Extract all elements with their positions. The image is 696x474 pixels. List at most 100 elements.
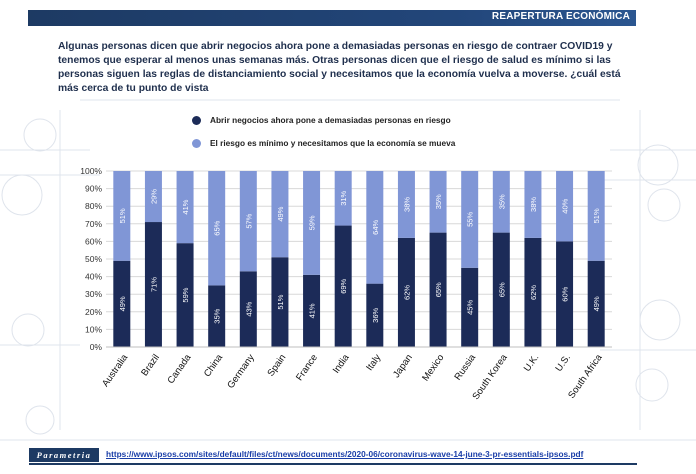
x-category-label: Spain bbox=[265, 352, 288, 378]
bar-economy bbox=[587, 171, 605, 261]
x-category-label: Germany bbox=[225, 352, 257, 391]
legend-label-economy: El riesgo es mínimo y necesitamos que la… bbox=[210, 138, 456, 148]
bar-economy bbox=[113, 171, 131, 261]
x-category-label: India bbox=[331, 352, 352, 376]
data-label-risk: 49% bbox=[592, 296, 601, 311]
bar-economy bbox=[556, 171, 574, 242]
x-category-label: Mexico bbox=[420, 352, 446, 383]
banner-label: REAPERTURA ECONÓMICA bbox=[491, 11, 630, 22]
y-tick-label: 50% bbox=[85, 254, 102, 264]
y-tick-label: 20% bbox=[85, 307, 102, 317]
legend-item-economy: El riesgo es mínimo y necesitamos que la… bbox=[192, 137, 455, 149]
y-tick-label: 70% bbox=[85, 219, 102, 229]
data-label-risk: 69% bbox=[339, 278, 348, 293]
data-label-risk: 35% bbox=[213, 308, 222, 323]
bar-risk bbox=[366, 283, 384, 347]
bar-economy bbox=[271, 171, 289, 258]
data-label-economy: 51% bbox=[592, 208, 601, 223]
parametria-logo: Parametria bbox=[29, 448, 99, 462]
bar-risk bbox=[556, 241, 574, 347]
data-label-economy: 55% bbox=[466, 212, 475, 227]
data-label-risk: 71% bbox=[149, 277, 158, 292]
bar-risk bbox=[397, 237, 415, 347]
x-category-label: France bbox=[294, 352, 320, 383]
data-label-economy: 51% bbox=[118, 208, 127, 223]
data-label-risk: 49% bbox=[118, 296, 127, 311]
bar-economy bbox=[303, 171, 321, 275]
legend-swatch-risk bbox=[192, 115, 201, 125]
data-label-risk: 65% bbox=[434, 282, 443, 297]
bar-economy bbox=[144, 171, 162, 223]
y-tick-label: 100% bbox=[80, 166, 102, 176]
bar-economy bbox=[208, 171, 226, 286]
x-category-label: Australia bbox=[100, 352, 131, 389]
data-label-risk: 51% bbox=[276, 294, 285, 309]
y-tick-label: 90% bbox=[85, 184, 102, 194]
y-tick-label: 80% bbox=[85, 201, 102, 211]
data-label-economy: 49% bbox=[276, 206, 285, 221]
y-tick-label: 10% bbox=[85, 324, 102, 334]
bar-risk bbox=[239, 271, 257, 347]
bar-risk bbox=[587, 260, 605, 347]
bar-risk bbox=[492, 232, 510, 347]
x-category-label: U.K. bbox=[522, 352, 542, 373]
bar-risk bbox=[524, 237, 542, 347]
bar-risk bbox=[271, 257, 289, 347]
data-label-economy: 40% bbox=[561, 198, 570, 213]
bar-risk bbox=[429, 232, 447, 347]
bar-risk bbox=[461, 267, 479, 347]
data-label-economy: 35% bbox=[497, 194, 506, 209]
data-label-economy: 65% bbox=[213, 220, 222, 235]
footer-divider bbox=[29, 463, 637, 465]
x-category-label: Japan bbox=[391, 352, 415, 380]
data-label-risk: 62% bbox=[402, 285, 411, 300]
data-label-economy: 29% bbox=[149, 189, 158, 204]
data-label-economy: 64% bbox=[371, 219, 380, 234]
x-category-label: Italy bbox=[364, 352, 383, 373]
bar-economy bbox=[334, 171, 352, 226]
chart-legend: Abrir negocios ahora pone a demasiadas p… bbox=[192, 114, 455, 160]
data-label-risk: 45% bbox=[466, 300, 475, 315]
data-label-economy: 41% bbox=[181, 199, 190, 214]
top-banner: REAPERTURA ECONÓMICA bbox=[28, 10, 636, 26]
legend-item-risk: Abrir negocios ahora pone a demasiadas p… bbox=[192, 114, 455, 126]
data-label-economy: 57% bbox=[244, 213, 253, 228]
bar-economy bbox=[366, 171, 384, 284]
data-label-risk: 60% bbox=[561, 286, 570, 301]
data-label-risk: 41% bbox=[308, 303, 317, 318]
data-label-economy: 35% bbox=[434, 194, 443, 209]
bar-risk bbox=[113, 260, 131, 347]
x-category-label: Canada bbox=[165, 352, 194, 386]
x-category-label: U.S. bbox=[553, 352, 573, 373]
y-tick-label: 40% bbox=[85, 272, 102, 282]
bar-economy bbox=[176, 171, 194, 244]
bar-risk bbox=[176, 243, 194, 347]
legend-swatch-economy bbox=[192, 138, 201, 148]
source-link[interactable]: https://www.ipsos.com/sites/default/file… bbox=[106, 449, 584, 459]
data-label-economy: 59% bbox=[308, 215, 317, 230]
bar-economy bbox=[492, 171, 510, 233]
data-label-risk: 65% bbox=[497, 282, 506, 297]
data-label-risk: 59% bbox=[181, 287, 190, 302]
bar-economy bbox=[397, 171, 415, 238]
bar-economy bbox=[429, 171, 447, 233]
bar-risk bbox=[334, 225, 352, 347]
data-label-economy: 31% bbox=[339, 190, 348, 205]
legend-label-risk: Abrir negocios ahora pone a demasiadas p… bbox=[210, 115, 451, 125]
y-tick-label: 30% bbox=[85, 289, 102, 299]
bar-risk bbox=[208, 285, 226, 347]
data-label-economy: 38% bbox=[529, 197, 538, 212]
x-category-label: Brazil bbox=[139, 352, 162, 378]
y-tick-label: 60% bbox=[85, 236, 102, 246]
bar-risk bbox=[303, 274, 321, 347]
bar-economy bbox=[239, 171, 257, 272]
x-category-label: China bbox=[202, 352, 226, 379]
bar-economy bbox=[461, 171, 479, 268]
data-label-economy: 38% bbox=[402, 197, 411, 212]
x-category-label: Russia bbox=[452, 352, 478, 383]
bar-risk bbox=[144, 222, 162, 347]
data-label-risk: 62% bbox=[529, 285, 538, 300]
data-label-risk: 43% bbox=[244, 301, 253, 316]
